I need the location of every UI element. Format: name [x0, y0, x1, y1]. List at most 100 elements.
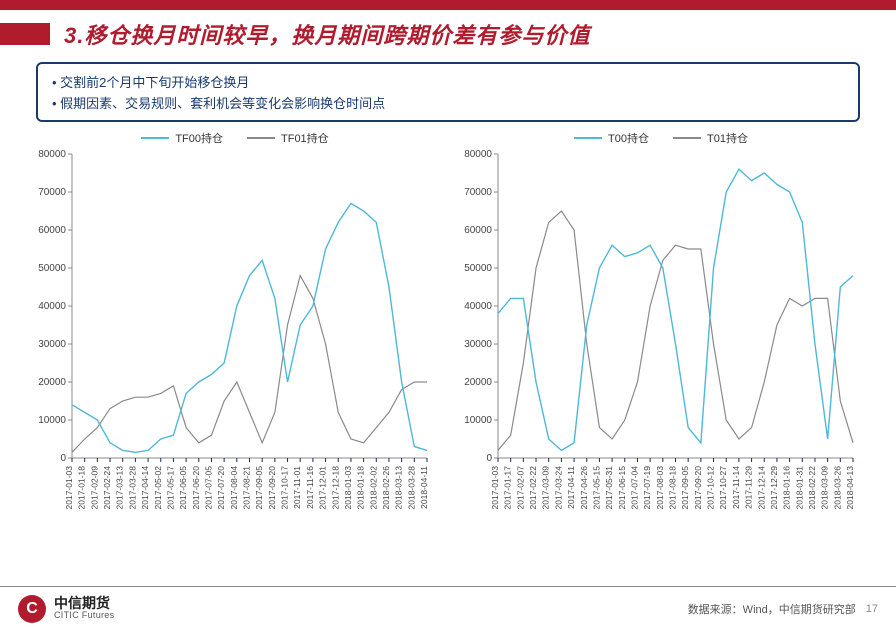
- svg-text:20000: 20000: [38, 377, 66, 388]
- svg-text:2017-05-31: 2017-05-31: [604, 466, 614, 510]
- svg-text:2018-02-02: 2018-02-02: [368, 466, 378, 510]
- svg-text:0: 0: [486, 453, 492, 464]
- svg-text:2017-04-26: 2017-04-26: [579, 466, 589, 510]
- logo-en: CITIC Futures: [54, 611, 114, 621]
- svg-text:2018-01-31: 2018-01-31: [794, 466, 804, 510]
- svg-text:10000: 10000: [38, 415, 66, 426]
- svg-text:2017-03-09: 2017-03-09: [541, 466, 551, 510]
- legend-label: TF00持仓: [175, 130, 223, 146]
- svg-text:2017-02-22: 2017-02-22: [528, 466, 538, 510]
- svg-text:2017-09-20: 2017-09-20: [693, 466, 703, 510]
- svg-text:2017-12-14: 2017-12-14: [756, 466, 766, 510]
- legend-swatch: [673, 137, 701, 139]
- svg-text:80000: 80000: [38, 149, 66, 160]
- svg-text:2017-04-11: 2017-04-11: [566, 466, 576, 509]
- svg-text:2017-07-05: 2017-07-05: [203, 466, 213, 510]
- logo-text: 中信期货 CITIC Futures: [54, 596, 114, 621]
- svg-text:2017-06-15: 2017-06-15: [617, 466, 627, 510]
- svg-text:2018-04-13: 2018-04-13: [845, 466, 855, 510]
- charts-row: TF00持仓 TF01持仓 0 10000 20000 30000 40000 50000…: [0, 130, 896, 553]
- svg-text:2017-01-03: 2017-01-03: [490, 466, 500, 510]
- svg-text:80000: 80000: [464, 149, 492, 160]
- legend-swatch: [141, 137, 169, 139]
- chart-left-legend: TF00持仓 TF01持仓: [28, 130, 442, 146]
- chart-right-svg: 0100002000030000400005000060000700008000…: [454, 148, 859, 548]
- footer: C 中信期货 CITIC Futures 数据来源：Wind，中信期货研究部 1…: [0, 586, 896, 630]
- svg-text:2017-03-24: 2017-03-24: [553, 466, 563, 510]
- legend-item: TF01持仓: [247, 130, 329, 146]
- svg-text:2017-09-05: 2017-09-05: [680, 466, 690, 510]
- svg-text:2017-06-05: 2017-06-05: [178, 466, 188, 510]
- title-red-block: [0, 23, 50, 45]
- svg-text:2018-02-22: 2018-02-22: [807, 466, 817, 510]
- svg-text:70000: 70000: [38, 187, 66, 198]
- chart-left: TF00持仓 TF01持仓 01000020000300004000050000…: [28, 130, 442, 553]
- svg-text:2017-08-04: 2017-08-04: [229, 466, 239, 510]
- bullet-item: 交割前2个月中下旬开始移仓换月: [52, 72, 844, 91]
- svg-text:2017-05-17: 2017-05-17: [165, 466, 175, 510]
- svg-text:2017-02-24: 2017-02-24: [102, 466, 112, 510]
- svg-text:2017-11-14: 2017-11-14: [731, 466, 741, 509]
- svg-text:2017-12-18: 2017-12-18: [330, 466, 340, 510]
- svg-text:2017-01-03: 2017-01-03: [64, 466, 74, 510]
- legend-item: T00持仓: [574, 130, 649, 146]
- svg-text:2018-03-26: 2018-03-26: [832, 466, 842, 510]
- svg-text:2017-10-27: 2017-10-27: [718, 466, 728, 510]
- svg-text:2017-07-20: 2017-07-20: [216, 466, 226, 510]
- svg-text:2017-10-17: 2017-10-17: [280, 466, 290, 510]
- svg-text:20000: 20000: [464, 377, 492, 388]
- svg-text:2017-02-07: 2017-02-07: [515, 466, 525, 510]
- svg-text:2018-01-16: 2018-01-16: [782, 466, 792, 510]
- svg-text:2017-11-01: 2017-11-01: [292, 466, 302, 509]
- svg-text:2017-07-19: 2017-07-19: [642, 466, 652, 510]
- logo-icon: C: [18, 595, 46, 623]
- svg-text:2018-02-26: 2018-02-26: [381, 466, 391, 510]
- chart-right-legend: T00持仓 T01持仓: [454, 130, 868, 146]
- svg-text:2017-08-03: 2017-08-03: [655, 466, 665, 510]
- svg-text:2018-04-11: 2018-04-11: [419, 466, 429, 509]
- svg-text:2017-10-12: 2017-10-12: [706, 466, 716, 510]
- svg-text:2017-03-28: 2017-03-28: [127, 466, 137, 510]
- legend-label: TF01持仓: [281, 130, 329, 146]
- logo-cn: 中信期货: [54, 596, 114, 611]
- svg-text:2018-03-13: 2018-03-13: [394, 466, 404, 510]
- svg-text:2017-03-13: 2017-03-13: [115, 466, 125, 510]
- svg-text:2017-02-09: 2017-02-09: [89, 466, 99, 510]
- page-title: 3.移仓换月时间较早，换月期间跨期价差有参与价值: [64, 18, 590, 50]
- svg-text:2017-09-20: 2017-09-20: [267, 466, 277, 510]
- svg-text:60000: 60000: [464, 225, 492, 236]
- svg-text:2018-03-28: 2018-03-28: [406, 466, 416, 510]
- svg-text:2017-08-18: 2017-08-18: [668, 466, 678, 510]
- legend-label: T01持仓: [707, 130, 748, 146]
- svg-text:60000: 60000: [38, 225, 66, 236]
- chart-right: T00持仓 T01持仓 0100002000030000400005000060…: [454, 130, 868, 553]
- legend-swatch: [574, 137, 602, 139]
- svg-text:40000: 40000: [38, 301, 66, 312]
- svg-text:2017-12-29: 2017-12-29: [769, 466, 779, 510]
- svg-text:50000: 50000: [38, 263, 66, 274]
- svg-text:2017-05-02: 2017-05-02: [153, 466, 163, 510]
- legend-label: T00持仓: [608, 130, 649, 146]
- svg-text:30000: 30000: [38, 339, 66, 350]
- svg-text:2017-04-14: 2017-04-14: [140, 466, 150, 510]
- bullet-list: 交割前2个月中下旬开始移仓换月 假期因素、交易规则、套利机会等变化会影响换仓时间…: [52, 72, 844, 112]
- svg-text:2017-01-18: 2017-01-18: [77, 466, 87, 510]
- svg-text:2017-11-16: 2017-11-16: [305, 466, 315, 509]
- legend-item: TF00持仓: [141, 130, 223, 146]
- page-number: 17: [866, 603, 878, 615]
- svg-text:2017-07-04: 2017-07-04: [629, 466, 639, 510]
- bullet-box: 交割前2个月中下旬开始移仓换月 假期因素、交易规则、套利机会等变化会影响换仓时间…: [36, 62, 860, 122]
- logo: C 中信期货 CITIC Futures: [18, 595, 114, 623]
- data-source-label: 数据来源：Wind，中信期货研究部: [688, 601, 856, 617]
- svg-text:50000: 50000: [464, 263, 492, 274]
- svg-text:2017-06-20: 2017-06-20: [191, 466, 201, 510]
- svg-text:40000: 40000: [464, 301, 492, 312]
- top-red-bar: [0, 0, 896, 10]
- svg-text:2017-12-01: 2017-12-01: [318, 466, 328, 510]
- svg-text:2018-01-03: 2018-01-03: [343, 466, 353, 510]
- legend-item: T01持仓: [673, 130, 748, 146]
- bullet-item: 假期因素、交易规则、套利机会等变化会影响换仓时间点: [52, 93, 844, 112]
- svg-text:2017-01-17: 2017-01-17: [503, 466, 513, 510]
- header: 3.移仓换月时间较早，换月期间跨期价差有参与价值: [0, 10, 896, 58]
- chart-left-svg: 0100002000030000400005000060000700008000…: [28, 148, 433, 548]
